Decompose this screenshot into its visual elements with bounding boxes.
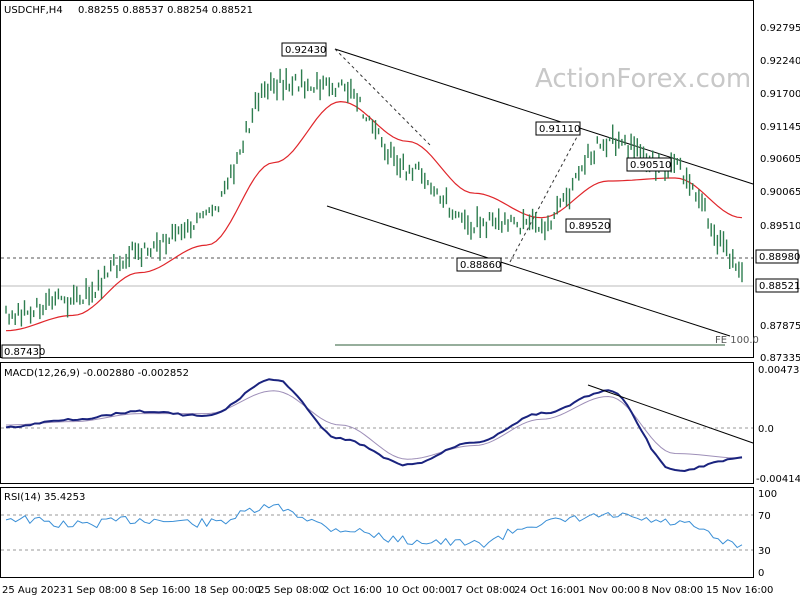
rsi-axis-label: 70 bbox=[758, 511, 771, 522]
macd-axis-label: -0.004144 bbox=[756, 474, 800, 485]
price-tick: 0.91700 bbox=[760, 89, 800, 100]
price-tick: 0.89510 bbox=[760, 221, 800, 232]
rsi-panel-frame bbox=[0, 487, 754, 578]
time-tick: 8 Nov 08:00 bbox=[642, 585, 703, 596]
time-tick: 18 Sep 00:00 bbox=[194, 585, 261, 596]
watermark-text: ActionForex.com bbox=[535, 64, 751, 94]
annotation-box bbox=[1, 344, 41, 359]
time-tick: 17 Oct 08:00 bbox=[450, 585, 515, 596]
macd-signal-line bbox=[6, 390, 743, 460]
price-annotations: 0.92430 0.91110 0.90510 0.89520 0.88860 … bbox=[1, 42, 672, 359]
price-panel-frame bbox=[0, 0, 754, 358]
annotation-box bbox=[281, 42, 327, 57]
price-tick: 0.87335 bbox=[760, 353, 800, 364]
time-tick: 25 Sep 08:00 bbox=[258, 585, 325, 596]
price-bars bbox=[5, 68, 743, 327]
price-tick: 0.90605 bbox=[760, 154, 800, 165]
time-tick: 25 Aug 2023 bbox=[2, 585, 66, 596]
ohlc-label: 0.88255 0.88537 0.88254 0.88521 bbox=[78, 5, 253, 16]
annotation-box bbox=[626, 157, 672, 172]
macd-path bbox=[5, 378, 743, 472]
macd-title: MACD(12,26,9) -0.002880 -0.002852 bbox=[4, 368, 189, 379]
current-price-box bbox=[755, 278, 799, 293]
time-tick: 15 Nov 16:00 bbox=[706, 585, 773, 596]
price-tick: 0.90065 bbox=[760, 187, 800, 198]
moving-average-line bbox=[5, 101, 743, 332]
fe-level-label: FE 100.0 bbox=[715, 335, 759, 346]
price-tick: 0.91145 bbox=[760, 122, 800, 133]
annotation-text: 0.88860 bbox=[460, 260, 501, 271]
macd-line bbox=[5, 378, 743, 472]
channel-lower-line bbox=[326, 205, 731, 337]
macd-panel-frame bbox=[0, 362, 754, 484]
annotation-text: 0.89520 bbox=[569, 221, 610, 232]
annotation-text: 0.87430 bbox=[4, 347, 45, 358]
time-tick: 1 Sep 08:00 bbox=[67, 585, 127, 596]
rsi-axis-label: 0 bbox=[758, 568, 764, 579]
moving-average-path bbox=[5, 101, 743, 332]
annotation-text: 0.92430 bbox=[285, 45, 326, 56]
symbol-label: USDCHF,H4 bbox=[4, 5, 63, 16]
projection-dashed-line-2 bbox=[509, 134, 579, 263]
macd-axis-label: 0.0 bbox=[758, 424, 774, 435]
time-axis: 25 Aug 2023 1 Sep 08:00 8 Sep 16:00 18 S… bbox=[2, 585, 773, 596]
price-tick: 0.87875 bbox=[760, 321, 800, 332]
rsi-axis-label: 30 bbox=[758, 546, 771, 557]
rsi-axis-label: 100 bbox=[758, 489, 777, 500]
resistance-price-box bbox=[755, 249, 799, 264]
annotation-text: 0.91110 bbox=[539, 124, 580, 135]
annotation-box bbox=[565, 218, 611, 233]
current-price-label: 0.88521 bbox=[759, 281, 800, 292]
time-tick: 8 Sep 16:00 bbox=[130, 585, 190, 596]
macd-axis-label: 0.004738 bbox=[758, 365, 800, 376]
macd-signal-path bbox=[6, 390, 743, 460]
annotation-box bbox=[535, 121, 581, 136]
rsi-path bbox=[5, 503, 743, 548]
price-tick: 0.92240 bbox=[760, 56, 800, 67]
macd-trend-line bbox=[587, 384, 754, 444]
annotation-text: 0.90510 bbox=[630, 160, 671, 171]
price-tick: 0.92795 bbox=[760, 23, 800, 34]
projection-dashed-line-1 bbox=[334, 48, 431, 146]
rsi-title: RSI(14) 35.4253 bbox=[4, 492, 85, 503]
channel-upper-line bbox=[334, 48, 754, 185]
resistance-price-label: 0.88980 bbox=[759, 252, 800, 263]
time-tick: 10 Oct 00:00 bbox=[386, 585, 451, 596]
time-tick: 2 Oct 16:00 bbox=[323, 585, 382, 596]
time-tick: 24 Oct 16:00 bbox=[514, 585, 579, 596]
rsi-line bbox=[5, 503, 743, 548]
time-tick: 1 Nov 00:00 bbox=[579, 585, 640, 596]
price-axis: 0.92795 0.92240 0.91700 0.91145 0.90605 … bbox=[755, 23, 800, 364]
annotation-box bbox=[456, 257, 502, 272]
